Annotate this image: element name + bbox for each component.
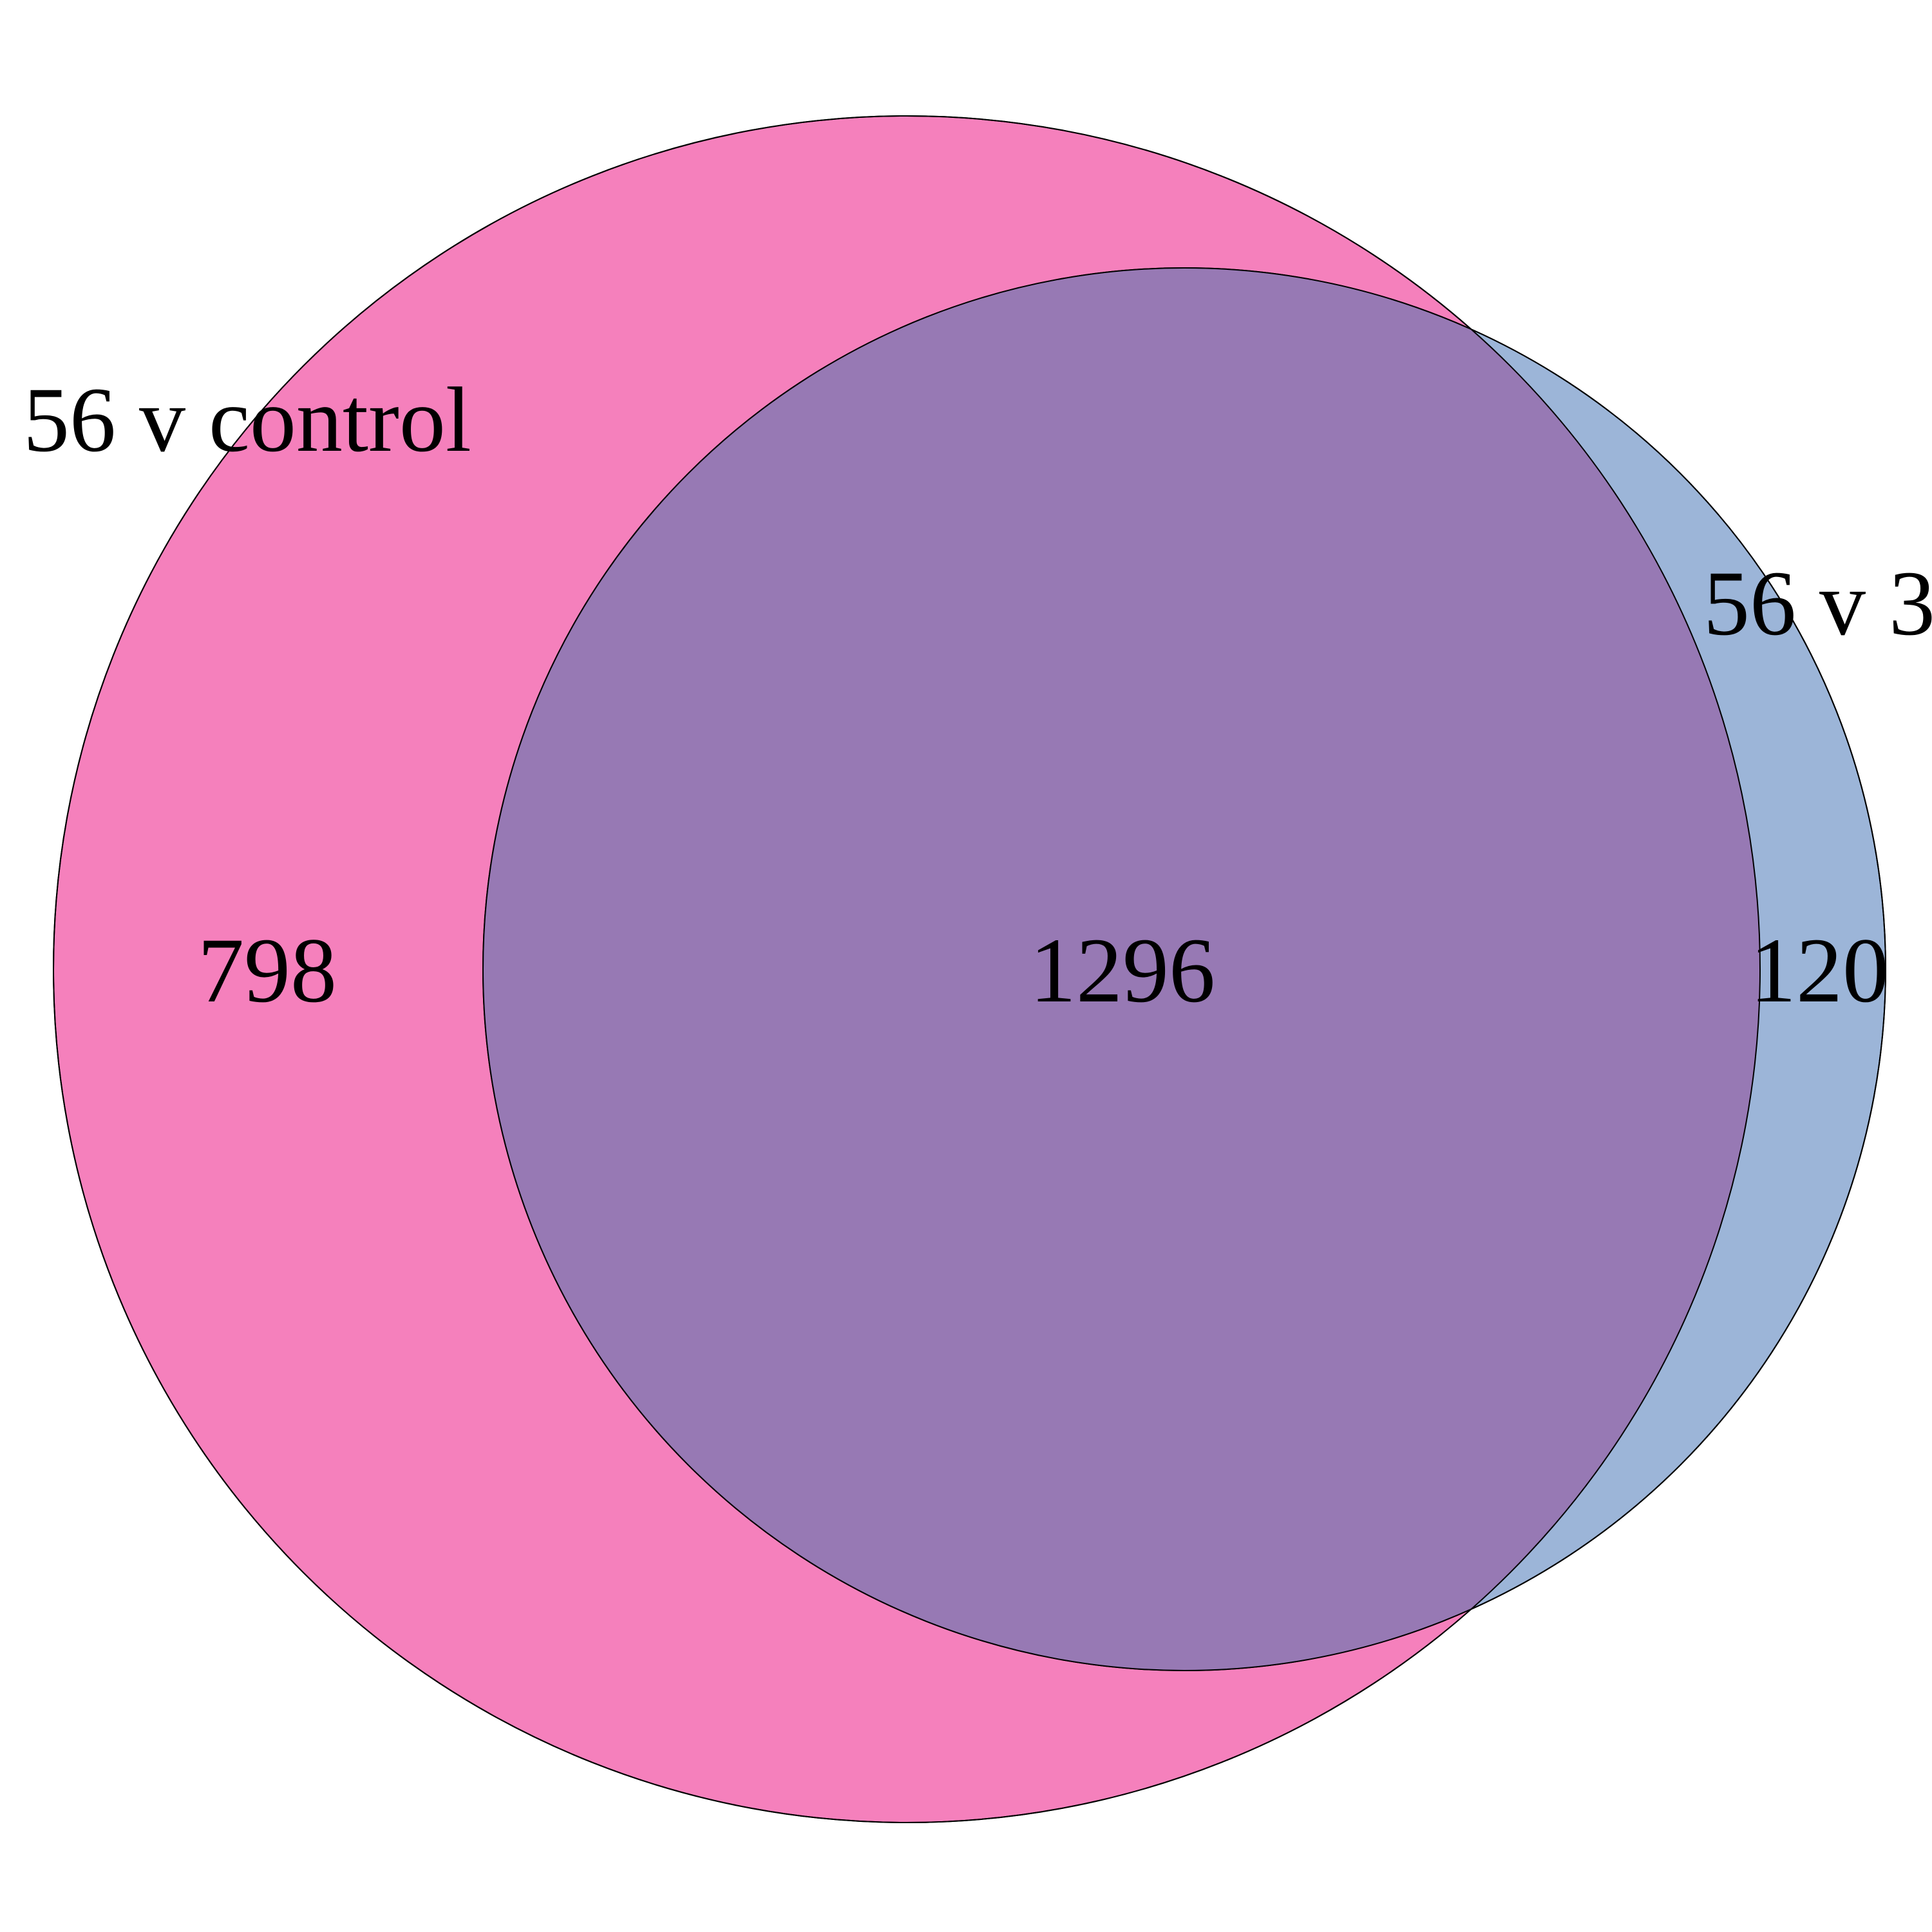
set-label-56-v-3: 56 v 3 [1703,553,1932,655]
overlap-region [483,268,1760,1671]
count-both: 1296 [1030,920,1215,1022]
set-outline-56-v-3 [482,267,1886,1671]
count-only-56-v-3: 120 [1750,920,1889,1022]
count-only-56-v-control: 798 [198,920,337,1022]
set-label-56-v-control: 56 v control [23,369,471,471]
set-outline-56-v-control [53,115,1761,1823]
